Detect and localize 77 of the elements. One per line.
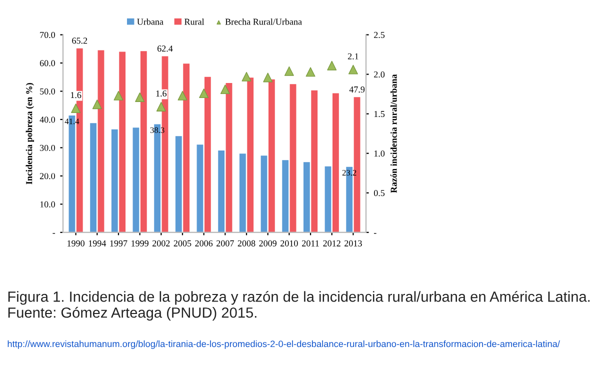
x-tick-label: 2012 [323,240,340,246]
y-tick-label: 10.0 [40,201,56,208]
x-tick-label: 1997 [110,240,128,246]
y-tick-label: 50.0 [40,88,56,94]
x-tick-label: 2010 [280,240,298,246]
bar [282,160,289,232]
bar [204,76,211,232]
point [199,88,209,98]
point [135,92,145,102]
y-tick-label: 30.0 [40,144,56,151]
y-tick-label: 70.0 [40,32,56,38]
bar [140,51,147,232]
bar [226,83,232,232]
bar [332,93,339,232]
data-label: 62.4 [157,46,173,52]
x-tick-label: 2006 [195,240,213,246]
bar [111,129,118,232]
text: Figura 1. Incidencia de la pobreza y razón de la incidencia rural/urbana en América Latina. Fuente: Gómez Arteaga (PNUD) 2015. [8,290,590,321]
bar [90,123,96,232]
legend-label: Rural [184,18,204,25]
y2-tick-label: 1.0 [374,150,385,157]
x-tick-label: 2011 [302,240,319,246]
bar [290,84,296,232]
bar [239,154,246,232]
x-tick-label: 1999 [132,240,148,246]
point [327,60,337,70]
bar [268,79,275,232]
bar [324,166,332,232]
text: http://www.revistahumanum.org/blog/la-tirania-de-los-promedios-2-0-el-desbalance-rural-urbano-en-la-transformacion-de-america-latina/ [8,340,560,349]
y2-tick-label: - [374,233,376,234]
data-label: 47.9 [349,86,365,93]
point [306,67,316,77]
bar [303,162,310,232]
x-tick-label: 2008 [238,240,256,246]
point [156,102,166,112]
x-tick-label: 2009 [259,240,277,246]
x-tick-label: 1994 [88,240,106,246]
legend-label: Urbana [137,18,164,25]
bar [311,90,318,232]
bar [119,52,126,232]
x-tick-label: 2007 [216,240,234,246]
y-tick-label: - [52,233,56,234]
x-tick-label: 2005 [174,240,192,246]
legend-label: Brecha Rural/Urbana [225,18,302,25]
data-label: 2.1 [348,53,358,60]
point [92,100,102,110]
point [220,84,230,94]
y2-tick-label: 0.5 [374,190,385,196]
y-tick-label: 60.0 [40,60,56,66]
point [284,66,294,76]
y2-tick-label: 2.5 [374,32,385,38]
bar [260,156,268,232]
bar [183,64,190,232]
x-tick-label: 2002 [152,240,170,246]
y2-tick-label: 2.0 [374,71,385,78]
bar [247,78,254,232]
data-label: 65.2 [72,38,88,44]
bar [196,144,204,232]
data-label: 1.6 [70,92,82,98]
x-tick-label: 2013 [344,240,362,246]
y2-tick-label: 1.5 [374,111,385,118]
point [263,72,273,82]
bar [218,150,225,232]
point [178,90,188,100]
bar [98,50,104,232]
y2-axis-title: Razón incidencia rural/urbana [390,74,397,193]
y-axis-title: Incidencia pobreza (en %) [26,83,34,184]
y-tick-label: 20.0 [40,173,56,180]
bar [132,128,140,232]
data-label: 1.6 [156,90,167,97]
x-tick-label: 1990 [68,240,84,246]
bar [175,136,182,232]
point [242,72,252,82]
point [71,104,81,114]
point [348,64,358,74]
y-tick-label: 40.0 [40,116,56,123]
point [114,90,124,100]
